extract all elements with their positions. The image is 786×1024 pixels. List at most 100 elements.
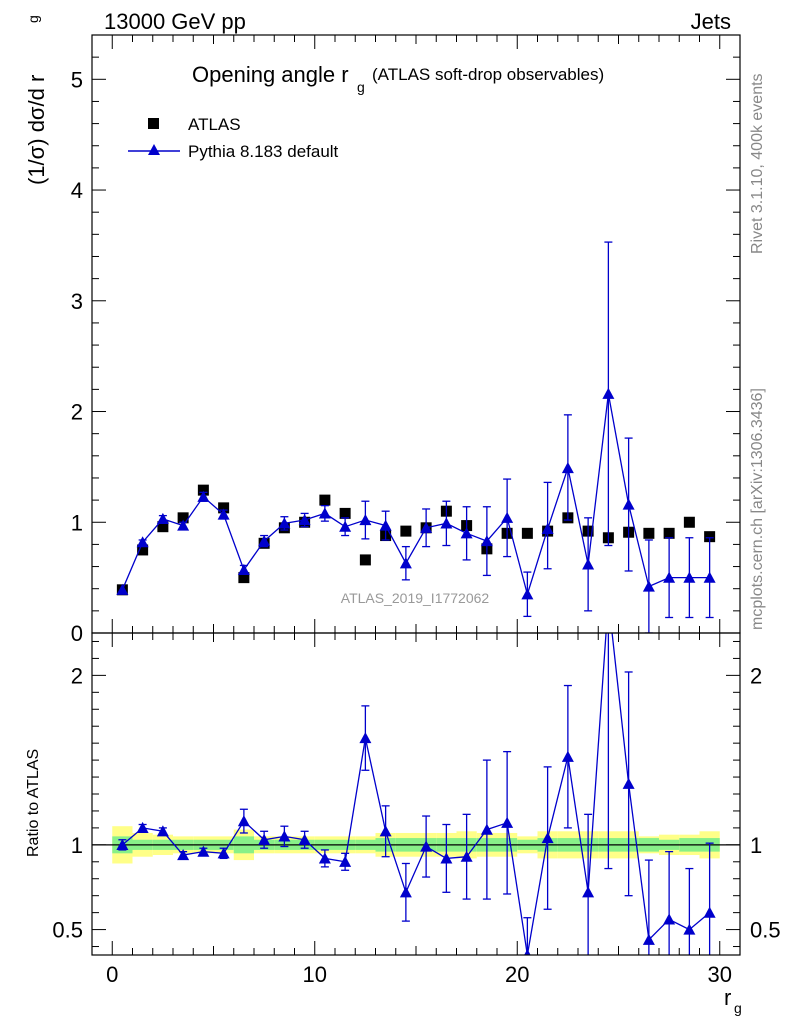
ratio-point — [197, 845, 210, 857]
legend-atlas-marker — [148, 118, 159, 129]
atlas-point — [319, 494, 331, 506]
atlas-point — [177, 512, 189, 524]
atlas-point — [339, 507, 351, 519]
mc-point — [156, 512, 169, 525]
ratio-ytick-label-right: 0.5 — [750, 918, 781, 943]
ratio-point — [703, 906, 716, 918]
atlas-point — [359, 554, 371, 566]
mc-point — [622, 498, 635, 510]
ratio-point — [501, 816, 514, 828]
ylabel-main: (1/σ) dσ/d r g — [24, 15, 49, 185]
atlas-point — [400, 525, 412, 537]
main-ytick-label: 3 — [71, 289, 83, 314]
mc-point — [339, 520, 352, 532]
mc-point — [663, 571, 676, 583]
ratio-point — [217, 847, 230, 859]
ratio-data-group — [92, 633, 740, 955]
ylabel-main-text: (1/σ) dσ/d r — [24, 75, 49, 185]
main-ytick-label: 0 — [71, 621, 83, 646]
ratio-point — [440, 852, 453, 864]
mc-point — [116, 583, 129, 595]
mc-point — [258, 535, 271, 547]
rivet-text: Rivet 3.1.10, 400k events — [749, 73, 766, 254]
rivet-label: Rivet 3.1.10, 400k events — [749, 73, 766, 254]
ratio-ytick-label: 2 — [71, 663, 83, 688]
main-panel: 0 1 2 3 4 5 — [71, 35, 740, 646]
mc-point — [440, 517, 453, 529]
mc-point — [460, 527, 473, 539]
mc-point — [197, 490, 210, 502]
ratio-ytick-label: 0.5 — [52, 918, 83, 943]
ratio-point — [541, 832, 554, 844]
ratio-point — [663, 913, 676, 925]
ratio-point — [237, 815, 250, 827]
mcplots-text: mcplots.cern.ch [arXiv:1306.3436] — [749, 388, 766, 630]
xlabel: r — [724, 985, 731, 1010]
mc-point — [501, 511, 514, 523]
ylabel-ratio: Ratio to ATLAS — [25, 749, 42, 857]
ylabel-main-sub: g — [25, 15, 41, 23]
mc-point — [541, 522, 554, 535]
main-ytick-label: 2 — [71, 400, 83, 425]
mc-point — [237, 563, 250, 575]
xtick-label: 10 — [303, 962, 327, 987]
ratio-point — [582, 886, 595, 898]
ratio-point — [379, 825, 392, 837]
atlas-point — [218, 502, 230, 514]
ratio-point — [524, 949, 531, 955]
mc-point — [359, 514, 372, 526]
mc-point — [602, 387, 615, 399]
ratio-point — [460, 850, 473, 862]
header-left: 13000 GeV pp — [104, 9, 246, 34]
legend-atlas-label: ATLAS — [188, 115, 241, 134]
ratio-frame — [91, 632, 741, 956]
ratio-point — [480, 823, 493, 835]
mc-point — [582, 558, 595, 570]
watermark: ATLAS_2019_I1772062 — [341, 590, 490, 606]
ratio-point — [420, 840, 433, 852]
atlas-point — [683, 516, 695, 528]
main-ytick-label: 5 — [71, 67, 83, 92]
ratio-ytick-label-right: 2 — [750, 663, 762, 688]
header-right: Jets — [691, 9, 731, 34]
atlas-point — [704, 531, 716, 543]
atlas-point — [197, 484, 209, 496]
ylabel-ratio-text: Ratio to ATLAS — [25, 749, 42, 857]
mc-point — [420, 521, 433, 533]
ratio-point — [298, 833, 311, 845]
mc-point — [379, 519, 392, 531]
ratio-point — [339, 855, 352, 867]
ratio-point — [318, 852, 331, 864]
mc-point — [642, 580, 655, 592]
title-extra: (ATLAS soft-drop observables) — [372, 65, 604, 84]
ratio-point — [156, 825, 169, 837]
main-ytick-label: 1 — [71, 510, 83, 535]
mc-point — [399, 557, 412, 569]
mc-line — [121, 393, 710, 597]
legend-mc-label: Pythia 8.183 default — [188, 142, 339, 161]
mc-point — [177, 519, 190, 531]
ratio-point — [359, 732, 372, 744]
mc-point — [521, 588, 534, 600]
ratio-panel: 0.5 0.51 12 20 10 20 30 — [52, 633, 781, 987]
xtick-label: 30 — [708, 962, 732, 987]
ratio-point — [399, 886, 412, 898]
ratio-point — [136, 821, 149, 833]
xtick-label: 0 — [106, 962, 118, 987]
ratio-point — [116, 838, 129, 850]
ratio-point — [622, 777, 635, 789]
mc-point — [298, 514, 311, 526]
ratio-point — [278, 830, 291, 842]
mc-point — [703, 571, 716, 583]
mc-point — [318, 507, 331, 519]
atlas-point — [157, 521, 169, 533]
atlas-point — [521, 527, 533, 539]
ratio-point — [642, 933, 655, 945]
main-ytick-label: 4 — [71, 178, 83, 203]
xtick-label: 20 — [505, 962, 529, 987]
atlas-point — [663, 527, 675, 539]
ratio-ytick-label: 1 — [71, 833, 83, 858]
ratio-point — [561, 750, 574, 762]
ratio-point — [683, 923, 696, 935]
